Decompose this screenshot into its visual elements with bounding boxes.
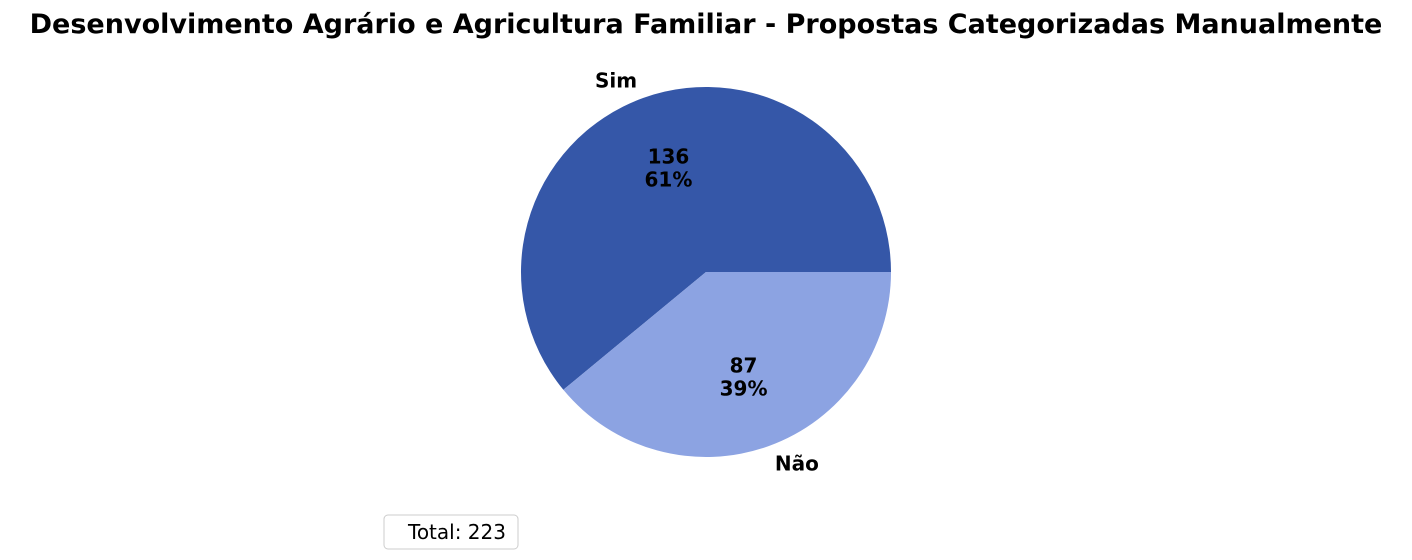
legend-box — [383, 514, 519, 550]
category-label-sim: Sim — [595, 69, 637, 93]
percent-label-sim: 61% — [645, 168, 693, 192]
chart-title: Desenvolvimento Agrário e Agricultura Fa… — [30, 9, 1383, 40]
legend: Total: 223 — [383, 514, 519, 550]
legend-total-text: Total: 223 — [407, 520, 506, 544]
value-label-nao: 87 — [730, 353, 758, 377]
value-label-sim: 136 — [648, 145, 690, 169]
category-label-nao: Não — [775, 451, 819, 475]
pie-slice-sim — [521, 87, 891, 390]
pie-slices — [521, 87, 891, 458]
percent-label-nao: 39% — [720, 376, 768, 400]
pie-slice-nao — [563, 272, 891, 458]
